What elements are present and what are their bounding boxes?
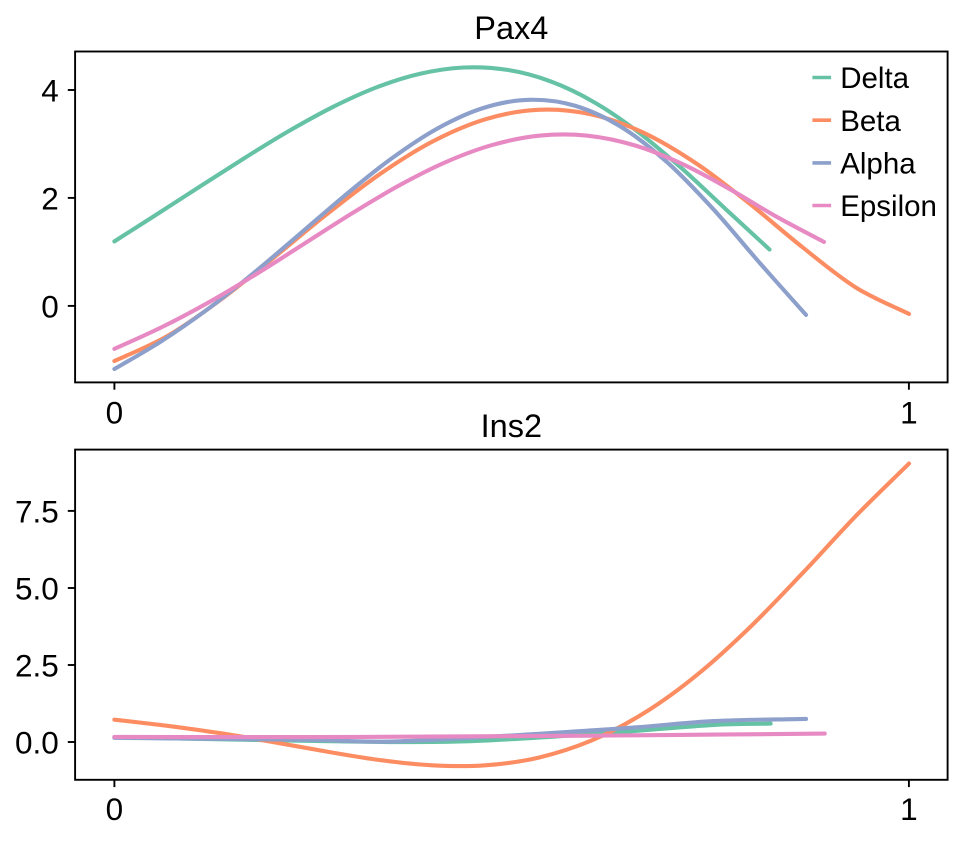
svg-text:0.0: 0.0: [15, 724, 59, 760]
svg-text:0: 0: [41, 288, 59, 324]
svg-text:2: 2: [41, 180, 59, 216]
svg-text:7.5: 7.5: [15, 493, 59, 529]
svg-text:5.0: 5.0: [15, 570, 59, 606]
svg-text:Ins2: Ins2: [481, 408, 542, 444]
svg-text:0: 0: [106, 394, 124, 430]
svg-text:Beta: Beta: [840, 105, 901, 138]
svg-text:Delta: Delta: [840, 62, 909, 95]
svg-text:Epsilon: Epsilon: [840, 190, 937, 223]
svg-text:0: 0: [106, 791, 124, 827]
svg-text:1: 1: [900, 394, 918, 430]
svg-text:1: 1: [900, 791, 918, 827]
svg-text:Alpha: Alpha: [840, 148, 916, 181]
svg-text:2.5: 2.5: [15, 647, 59, 683]
svg-text:Pax4: Pax4: [474, 10, 548, 46]
svg-text:4: 4: [41, 72, 59, 108]
